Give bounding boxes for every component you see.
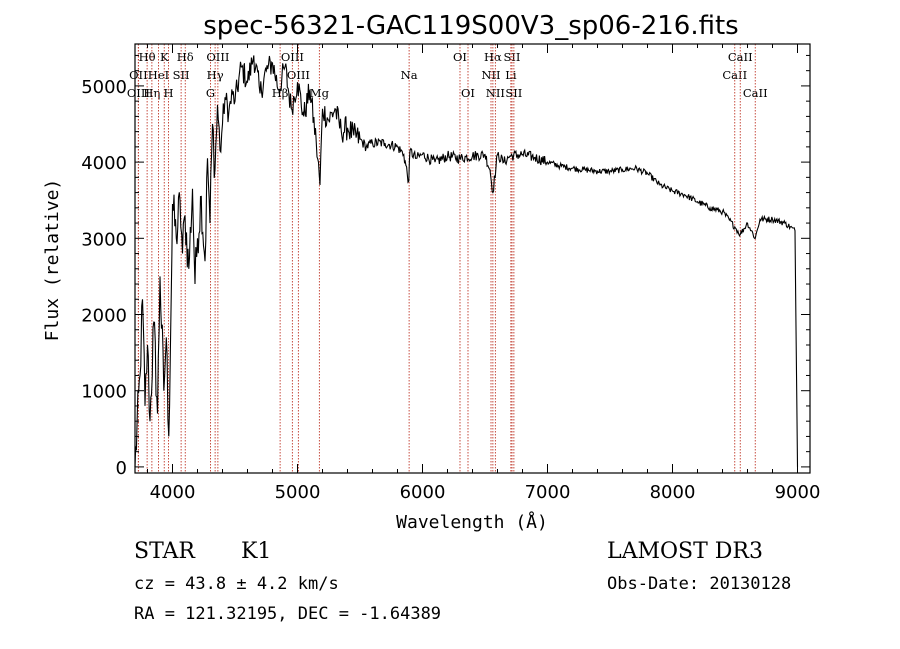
line-marker-label: CaII xyxy=(722,68,747,82)
line-marker-label: Hα xyxy=(484,50,502,64)
y-tick-label: 4000 xyxy=(81,153,127,174)
spectrum-chart: spec-56321-GAC119S00V3_sp06-216.fits Hθ O… xyxy=(42,11,820,533)
x-tick-label: 5000 xyxy=(275,482,321,503)
y-tick-label: 5000 xyxy=(81,77,127,98)
y-tick-label: 3000 xyxy=(81,229,127,250)
line-markers: HθOIIOIIIHηHeIKHSIIHδGHγOIIIHβOIIIOIIIMg… xyxy=(127,44,768,473)
line-marker-label: Hβ xyxy=(272,86,289,100)
line-marker-label: OI xyxy=(461,86,475,100)
line-marker-label: NII xyxy=(486,86,505,100)
line-marker-label: OI xyxy=(453,50,467,64)
line-marker-label: Hθ xyxy=(139,50,156,64)
object-class: STAR xyxy=(134,539,195,564)
line-marker-label: CaII xyxy=(743,86,768,100)
line-marker-label: OIII xyxy=(206,50,229,64)
line-marker-label: G xyxy=(206,86,215,100)
line-marker-label: Hη xyxy=(143,86,160,100)
x-tick-label: 6000 xyxy=(400,482,446,503)
line-marker-label: Na xyxy=(401,68,418,82)
y-tick-label: 1000 xyxy=(81,382,127,403)
line-marker-label: CaII xyxy=(728,50,753,64)
x-axis-label: Wavelength (Å) xyxy=(396,511,548,533)
spectrum-line xyxy=(134,55,799,467)
line-marker-label: SII xyxy=(504,50,521,64)
line-marker-label: OIII xyxy=(127,86,150,100)
survey-name: LAMOST DR3 xyxy=(607,539,763,564)
line-marker-label: HeI xyxy=(148,68,169,82)
y-tick-label: 0 xyxy=(116,458,127,479)
chart-title: spec-56321-GAC119S00V3_sp06-216.fits xyxy=(203,11,738,41)
y-tick-label: 2000 xyxy=(81,306,127,327)
y-axis-label: Flux (relative) xyxy=(42,179,63,342)
line-marker-label: Hγ xyxy=(207,68,224,82)
line-marker-label: NII xyxy=(481,68,500,82)
x-tick-label: 7000 xyxy=(525,482,571,503)
x-tick-label: 8000 xyxy=(650,482,696,503)
line-marker-label: OIII xyxy=(281,50,304,64)
plot-frame xyxy=(134,43,811,474)
redshift-cz: cz = 43.8 ± 4.2 km/s xyxy=(134,574,339,594)
coordinates: RA = 121.32195, DEC = -1.64389 xyxy=(134,604,442,624)
line-marker-label: H xyxy=(163,86,173,100)
x-tick-label: 9000 xyxy=(775,482,821,503)
line-marker-label: Li xyxy=(505,68,517,82)
x-tick-label: 4000 xyxy=(150,482,196,503)
axis-ticks: 4000 5000 6000 7000 8000 9000 0 1000 2000 3000 400… xyxy=(81,44,820,503)
line-marker-label: K xyxy=(160,50,169,64)
line-marker-label: Mg xyxy=(310,86,330,100)
line-marker-label: SII xyxy=(173,68,190,82)
object-subclass: K1 xyxy=(241,539,272,564)
line-marker-label: OIII xyxy=(287,68,310,82)
observation-date: Obs-Date: 20130128 xyxy=(607,574,792,594)
line-marker-label: SII xyxy=(505,86,522,100)
line-marker-label: Hδ xyxy=(177,50,194,64)
